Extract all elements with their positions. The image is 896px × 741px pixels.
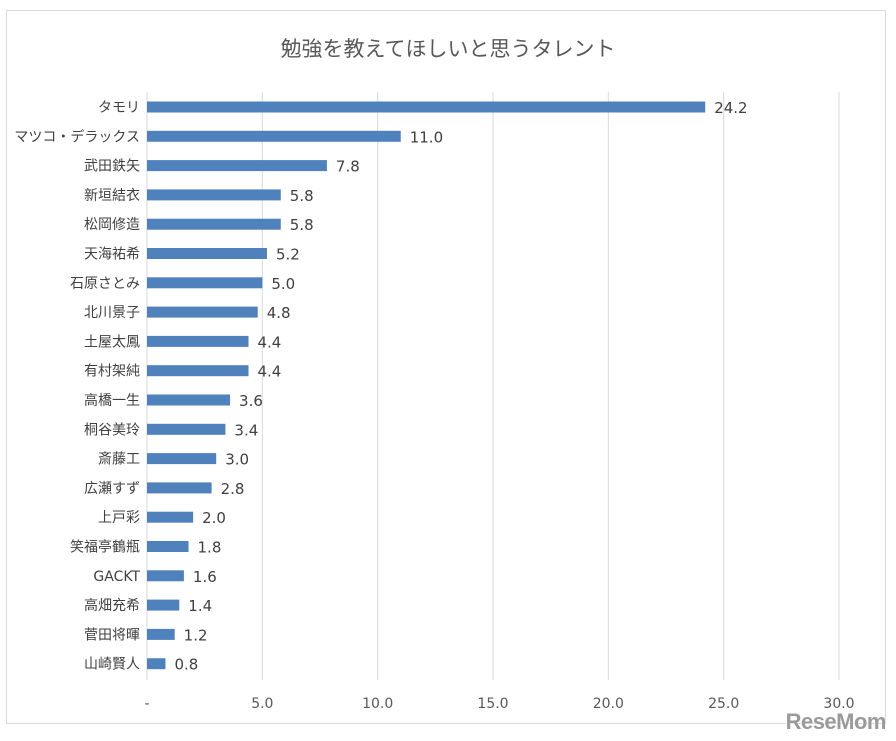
bar [147, 511, 194, 523]
value-label: 2.0 [202, 509, 226, 527]
bar [147, 218, 281, 230]
value-label: 5.0 [271, 275, 295, 293]
category-label: マツコ・デラックス [14, 128, 140, 145]
value-label: 24.2 [714, 99, 747, 117]
x-tick-label: 30.0 [823, 696, 854, 712]
x-tick-label: 25.0 [708, 696, 739, 712]
value-label: 0.8 [174, 656, 198, 674]
bar [147, 570, 184, 582]
x-tick-label: - [144, 696, 149, 712]
x-tick-label: 20.0 [593, 696, 624, 712]
bar [147, 628, 175, 640]
category-label: 高橋一生 [84, 392, 140, 409]
category-label: 広瀬すず [84, 481, 140, 497]
bar [147, 394, 231, 406]
x-tick-labels: - 5.0 10.0 15.0 20.0 25.0 30.0 [144, 696, 854, 712]
category-label: 松岡修造 [84, 217, 140, 233]
value-label: 11.0 [410, 128, 443, 146]
value-label: 4.4 [257, 363, 281, 381]
bar [147, 599, 180, 611]
bar [147, 335, 249, 347]
value-label: 3.0 [225, 451, 249, 469]
value-label: 3.4 [234, 421, 258, 439]
bar [147, 482, 212, 494]
bar [147, 306, 258, 318]
value-label: 2.8 [221, 480, 245, 498]
x-tick-label: 10.0 [362, 696, 393, 712]
bar [147, 277, 263, 289]
x-tick-label: 15.0 [477, 696, 508, 712]
grid-lines [146, 92, 840, 680]
resemom-watermark: ReseMom [785, 709, 887, 734]
category-label: 高畑充希 [84, 597, 140, 614]
category-label: 武田鉄矢 [84, 159, 140, 175]
bar [147, 423, 226, 435]
value-label: 1.4 [188, 597, 212, 615]
category-label: GACKT [93, 569, 140, 585]
value-label: 1.6 [193, 568, 217, 586]
value-label: 1.2 [184, 626, 208, 644]
category-label: 石原さとみ [70, 276, 140, 292]
category-label: 山崎賢人 [84, 657, 140, 673]
bar [147, 189, 281, 201]
bar [147, 101, 706, 113]
category-labels: タモリマツコ・デラックス武田鉄矢新垣結衣松岡修造天海祐希石原さとみ北川景子土屋太… [14, 100, 140, 673]
bar [147, 453, 217, 465]
category-label: 笑福亭鶴瓶 [70, 539, 140, 556]
bar [147, 365, 249, 377]
bar [147, 541, 189, 552]
category-label: 菅田将暉 [84, 627, 140, 643]
category-label: 天海祐希 [84, 247, 140, 263]
category-label: 有村架純 [84, 364, 140, 380]
category-label: 上戸彩 [98, 510, 140, 526]
value-label: 7.8 [336, 158, 360, 176]
bar [147, 248, 267, 259]
value-label: 3.6 [239, 392, 263, 410]
bar [147, 160, 327, 172]
category-label: 斎藤工 [98, 451, 140, 468]
value-label: 5.8 [290, 187, 314, 205]
bar [147, 658, 166, 670]
value-label: 5.2 [276, 246, 300, 264]
category-label: 土屋太鳳 [84, 334, 140, 350]
value-labels: 24.2 11.0 7.8 5.8 5.8 5.2 5.0 4.8 4.4 4.4 3.6 3.4 3.… [174, 99, 747, 674]
category-label: タモリ [98, 100, 140, 116]
value-label: 4.4 [257, 333, 281, 351]
category-label: 桐谷美玲 [84, 422, 140, 438]
chart-title: 勉強を教えてほしいと思うタレント [281, 37, 616, 61]
value-label: 1.8 [198, 539, 222, 557]
value-label: 4.8 [267, 304, 291, 322]
bars [147, 101, 706, 670]
category-label: 北川景子 [84, 305, 140, 321]
category-label: 新垣結衣 [84, 188, 140, 204]
value-label: 5.8 [290, 216, 314, 234]
bar [147, 130, 401, 142]
x-tick-label: 5.0 [251, 696, 273, 712]
